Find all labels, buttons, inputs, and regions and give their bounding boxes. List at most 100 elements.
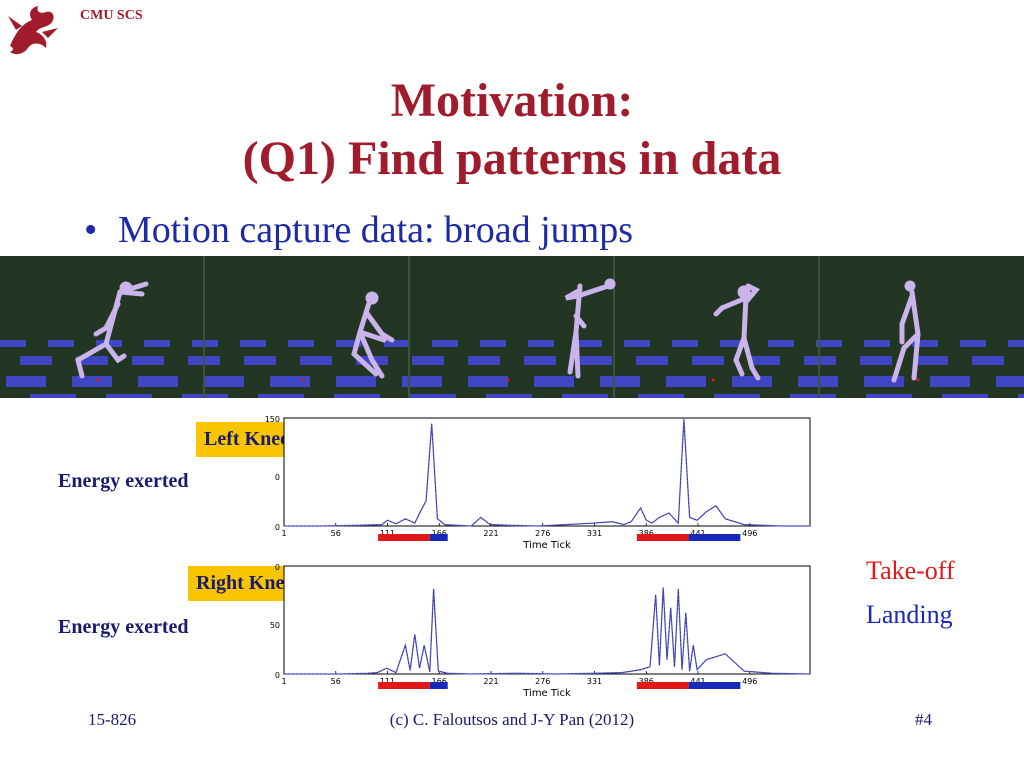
mocap-frames [0, 256, 1024, 398]
floor-tile [960, 340, 986, 347]
takeoff-bar [636, 534, 689, 541]
x-tick-label: 386 [639, 529, 654, 538]
legend-landing: Landing [866, 600, 953, 629]
y-tick-label: 0 [275, 671, 280, 680]
right-knee-label: Right Knee [188, 566, 302, 601]
x-tick-label: 496 [742, 529, 757, 538]
floor-tile [666, 376, 706, 387]
floor-tile [270, 376, 310, 387]
landing-bar [429, 682, 448, 689]
slide-title: Motivation: (Q1) Find patterns in data [0, 72, 1024, 188]
x-axis-label: Time Tick [522, 540, 571, 551]
floor-tile [916, 356, 948, 365]
x-axis-label: Time Tick [522, 688, 571, 699]
floor-tile [138, 376, 178, 387]
floor-tile [732, 376, 772, 387]
y-tick-label: 0 [275, 563, 280, 572]
floor-tile [480, 340, 506, 347]
floor-tile [912, 340, 938, 347]
x-tick-label: 111 [380, 677, 395, 686]
floor-tile [720, 340, 746, 347]
x-tick-label: 56 [331, 529, 341, 538]
floor-tile [244, 356, 276, 365]
x-tick-label: 276 [535, 677, 550, 686]
floor-tile [860, 356, 892, 365]
floor-tile [72, 376, 112, 387]
floor-tile [48, 340, 74, 347]
floor-tile [864, 376, 904, 387]
floor-tile [144, 340, 170, 347]
y-tick-label: 0 [275, 523, 280, 532]
floor-tiles [0, 340, 1024, 398]
floor-tile [972, 356, 1004, 365]
floor-tile [384, 340, 410, 347]
floor-tile [714, 394, 760, 398]
x-tick-label: 111 [380, 529, 395, 538]
plot-area [283, 417, 811, 527]
org-label: CMU SCS [80, 8, 143, 23]
y-tick-label: 50 [270, 621, 280, 630]
stick-figure-frame-5 [891, 280, 921, 383]
floor-tile [334, 394, 380, 398]
floor-tile [1018, 394, 1024, 398]
x-tick-label: 331 [587, 677, 602, 686]
floor-tile [240, 340, 266, 347]
floor-tile [76, 356, 108, 365]
floor-tile [768, 340, 794, 347]
title-line-1: Motivation: [390, 74, 634, 127]
floor-tile [528, 340, 554, 347]
x-tick-label: 276 [535, 529, 550, 538]
x-tick-label: 166 [432, 529, 447, 538]
floor-tile [524, 356, 556, 365]
floor-tile [672, 340, 698, 347]
x-tick-label: 166 [432, 677, 447, 686]
floor-tile [20, 356, 52, 365]
energy-series-line [284, 587, 811, 675]
floor-tile [432, 340, 458, 347]
floor-tile [576, 340, 602, 347]
plot-area [283, 565, 811, 675]
x-tick-label: 221 [483, 677, 498, 686]
floor-tile [96, 340, 122, 347]
floor-tile [336, 340, 362, 347]
dragon-logo-icon [8, 6, 58, 55]
floor-tile [636, 356, 668, 365]
floor-tile [624, 340, 650, 347]
floor-tile [6, 376, 46, 387]
x-tick-label: 331 [587, 529, 602, 538]
floor-tile [204, 376, 244, 387]
floor-tile [258, 394, 304, 398]
takeoff-bar [378, 534, 430, 541]
y-tick-label: 0 [275, 473, 280, 482]
floor-tile [816, 340, 842, 347]
floor-tile [486, 394, 532, 398]
floor-tile [692, 356, 724, 365]
floor-tile [1008, 340, 1024, 347]
floor-tile [106, 394, 152, 398]
floor-tile [790, 394, 836, 398]
energy-series-dashed [284, 419, 810, 527]
x-tick-label: 221 [483, 529, 498, 538]
floor-tile [412, 356, 444, 365]
floor-tile [996, 376, 1024, 387]
floor-tile [410, 394, 456, 398]
x-tick-label: 441 [690, 677, 705, 686]
bullet-text: Motion capture data: broad jumps [118, 209, 633, 251]
left-knee-label: Left Knee [196, 422, 297, 457]
title-line-2: (Q1) Find patterns in data [242, 132, 782, 185]
floor-tile [930, 376, 970, 387]
floor-tile [468, 356, 500, 365]
landing-bar [688, 682, 741, 689]
floor-tile [132, 356, 164, 365]
floor-tile [300, 356, 332, 365]
energy-label-left: Energy exerted [58, 470, 189, 492]
stick-figure-frame-3 [564, 278, 616, 379]
x-tick-label: 441 [690, 529, 705, 538]
x-tick-label: 56 [331, 677, 341, 686]
footer-course: 15-826 [88, 710, 137, 729]
x-tick-label: 496 [742, 677, 757, 686]
x-tick-label: 1 [281, 677, 286, 686]
mocap-strip [0, 256, 1024, 398]
